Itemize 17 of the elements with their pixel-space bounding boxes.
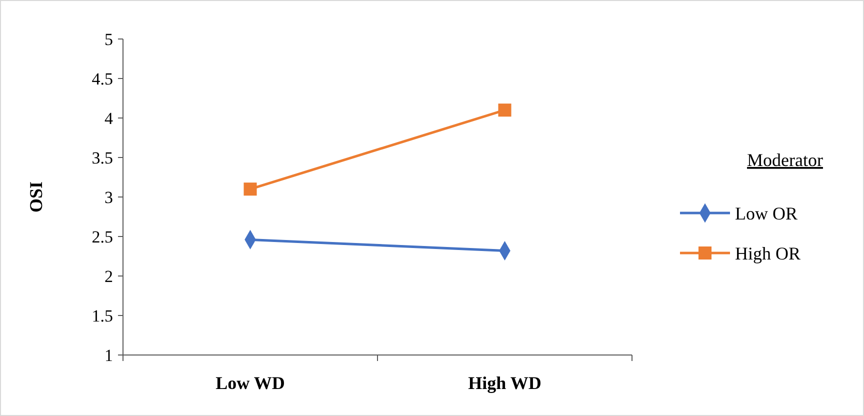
legend-label: High OR bbox=[735, 243, 801, 264]
legend-label: Low OR bbox=[735, 203, 798, 224]
y-tick-label: 4.5 bbox=[92, 69, 113, 88]
legend-title: Moderator bbox=[747, 150, 823, 170]
x-tick-label: Low WD bbox=[216, 373, 285, 393]
y-tick-label: 3.5 bbox=[92, 148, 113, 168]
y-tick-label: 1.5 bbox=[92, 306, 113, 326]
x-tick-label: High WD bbox=[468, 373, 542, 393]
y-tick-label: 1 bbox=[104, 346, 113, 365]
y-tick-label: 2 bbox=[104, 266, 113, 286]
y-tick-label: 2.5 bbox=[92, 227, 113, 246]
y-axis-title: OSI bbox=[26, 181, 46, 213]
y-tick-label: 4 bbox=[104, 108, 114, 128]
y-tick-label: 3 bbox=[104, 188, 113, 207]
y-tick-label: 5 bbox=[104, 30, 113, 49]
point bbox=[498, 104, 512, 117]
point bbox=[244, 182, 257, 196]
